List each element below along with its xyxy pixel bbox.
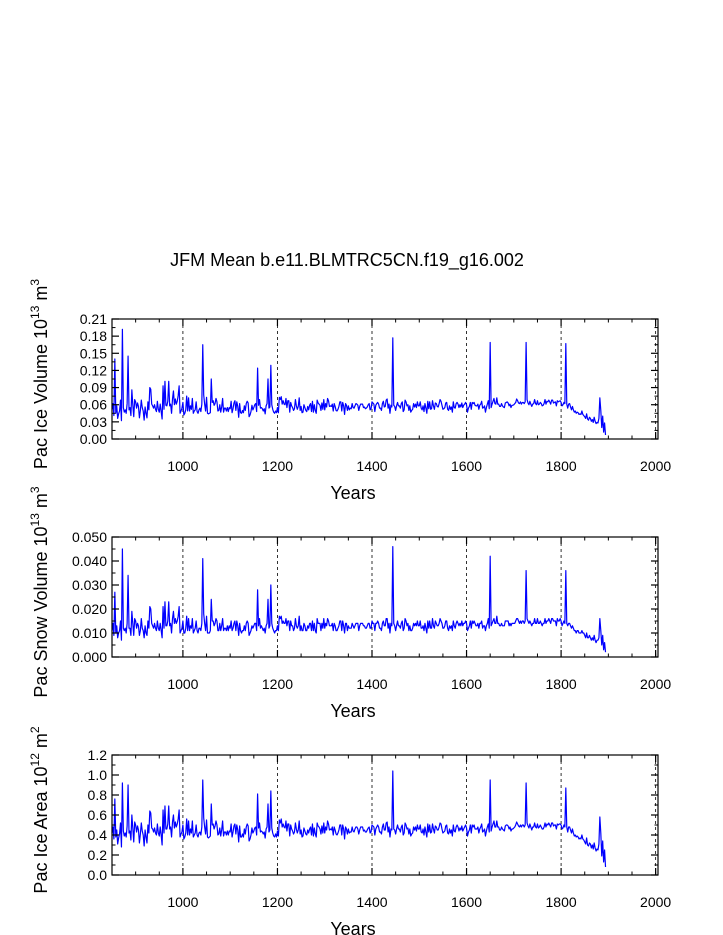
x-axis-label: Years bbox=[330, 701, 375, 721]
y-label-superscript: 12 bbox=[28, 753, 42, 767]
y-tick-label: 0.040 bbox=[72, 553, 107, 569]
x-tick-label: 2000 bbox=[640, 676, 671, 692]
x-tick-label: 1400 bbox=[356, 458, 387, 474]
plot-frame bbox=[111, 536, 659, 658]
y-tick-label: 0.00 bbox=[80, 431, 107, 447]
y-label-superscript: 13 bbox=[28, 513, 42, 527]
y-tick-label: 0.6 bbox=[88, 807, 108, 823]
y-label-superscript: 2 bbox=[28, 726, 42, 733]
x-axis-label: Years bbox=[330, 919, 375, 935]
x-tick-label: 1800 bbox=[546, 458, 577, 474]
y-tick-label: 1.2 bbox=[88, 747, 108, 763]
y-tick-label: 0.020 bbox=[72, 601, 107, 617]
y-tick-label: 0.09 bbox=[80, 380, 107, 396]
y-tick-label: 1.0 bbox=[88, 767, 108, 783]
panel-2: 1000 1200 1400 1600 1800 2000 0.000 0.010 0.020 0… bbox=[28, 486, 671, 721]
y-tick-label: 0.4 bbox=[88, 827, 108, 843]
x-tick-label: 1200 bbox=[262, 458, 293, 474]
y-label-text: m bbox=[31, 286, 51, 306]
y-tick-label: 0.010 bbox=[72, 625, 107, 641]
x-tick-label: 1000 bbox=[167, 458, 198, 474]
x-tick-label: 1200 bbox=[262, 676, 293, 692]
panel-1: 1000 1200 1400 1600 1800 2000 0.000.030.060.09… bbox=[28, 279, 671, 503]
series-line bbox=[111, 546, 607, 653]
y-label-text: Pac Ice Area 10 bbox=[31, 766, 51, 893]
x-tick-label: 1400 bbox=[356, 676, 387, 692]
y-tick-label: 0.18 bbox=[80, 328, 107, 344]
x-axis-label: Years bbox=[330, 483, 375, 503]
y-tick-label: 0.0 bbox=[88, 867, 108, 883]
y-label-text: m bbox=[31, 493, 51, 513]
x-tick-label: 1000 bbox=[167, 676, 198, 692]
series-line bbox=[111, 328, 607, 436]
y-label-text: Pac Ice Volume 10 bbox=[31, 319, 51, 469]
x-tick-label: 1600 bbox=[451, 894, 482, 910]
y-tick-label: 0.21 bbox=[80, 311, 107, 327]
x-tick-label: 1600 bbox=[451, 676, 482, 692]
y-label-text: m bbox=[31, 733, 51, 753]
series-line bbox=[111, 770, 607, 868]
x-tick-label: 1400 bbox=[356, 894, 387, 910]
y-tick-label: 0.06 bbox=[80, 397, 107, 413]
y-tick-label: 0.12 bbox=[80, 362, 107, 378]
y-label-superscript: 3 bbox=[28, 279, 42, 286]
y-tick-label: 0.000 bbox=[72, 649, 107, 665]
panel-3: 1000 1200 1400 1600 1800 2000 0.0 0.2 0.4 0.6 0.8 1… bbox=[28, 726, 671, 935]
plot-frame bbox=[111, 754, 659, 876]
y-tick-label: 0.15 bbox=[80, 345, 107, 361]
y-label-superscript: 13 bbox=[28, 305, 42, 319]
y-tick-label: 0.8 bbox=[88, 787, 108, 803]
y-axis-label: Pac Ice Area 1012 m2 bbox=[28, 726, 51, 893]
y-label-superscript: 3 bbox=[28, 486, 42, 493]
y-tick-label: 0.050 bbox=[72, 529, 107, 545]
x-tick-label: 1800 bbox=[546, 894, 577, 910]
x-tick-label: 2000 bbox=[640, 458, 671, 474]
y-axis-label: Pac Ice Volume 1013 m3 bbox=[28, 279, 51, 469]
y-tick-label: 0.2 bbox=[88, 847, 108, 863]
plot-frame bbox=[111, 318, 659, 440]
y-tick-label: 0.03 bbox=[80, 414, 107, 430]
x-tick-label: 2000 bbox=[640, 894, 671, 910]
y-axis-label: Pac Snow Volume 1013 m3 bbox=[28, 486, 51, 697]
y-label-text: Pac Snow Volume 10 bbox=[31, 526, 51, 697]
y-tick-label: 0.030 bbox=[72, 577, 107, 593]
x-tick-label: 1600 bbox=[451, 458, 482, 474]
chart-title: JFM Mean b.e11.BLMTRC5CN.f19_g16.002 bbox=[170, 250, 524, 271]
x-tick-label: 1000 bbox=[167, 894, 198, 910]
x-tick-label: 1200 bbox=[262, 894, 293, 910]
panels: 1000 1200 1400 1600 1800 20000.000.030.060.09… bbox=[28, 279, 671, 935]
x-tick-label: 1800 bbox=[546, 676, 577, 692]
